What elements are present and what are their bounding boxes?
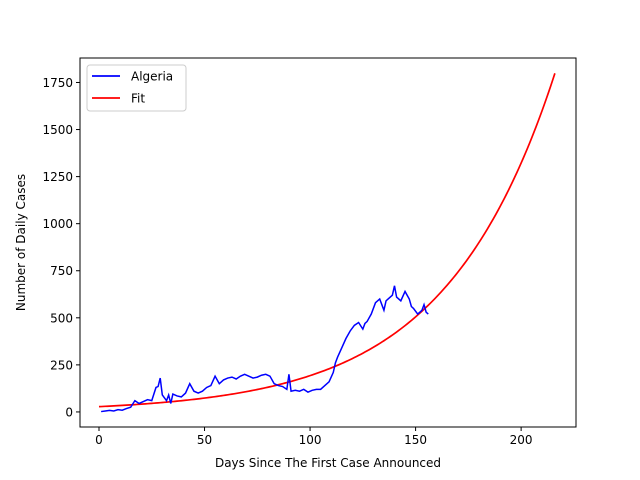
y-tick-label: 1250	[42, 170, 73, 184]
y-tick-label: 0	[65, 405, 73, 419]
algeria-line	[101, 285, 429, 413]
plot-area-frame	[79, 57, 577, 428]
y-tick-label: 1000	[42, 217, 73, 231]
x-axis-label: Days Since The First Case Announced	[215, 456, 441, 470]
fit-line	[98, 73, 556, 408]
y-axis: 0 250 500 750 1000 1250 1500 1750	[42, 76, 80, 419]
x-axis: 0 50 100 150 200	[95, 427, 533, 447]
y-tick-label: 500	[50, 311, 73, 325]
legend-label: Fit	[131, 92, 145, 106]
y-tick-label: 1500	[42, 123, 73, 137]
x-tick-label: 50	[197, 433, 212, 447]
x-tick-label: 0	[95, 433, 103, 447]
y-tick-label: 250	[50, 358, 73, 372]
y-tick-label: 750	[50, 264, 73, 278]
x-tick-label: 200	[510, 433, 533, 447]
x-tick-label: 100	[299, 433, 322, 447]
y-tick-label: 1750	[42, 76, 73, 90]
x-tick-label: 150	[404, 433, 427, 447]
algeria-series	[101, 285, 429, 413]
legend: Algeria Fit	[86, 64, 187, 112]
legend-label: Algeria	[131, 70, 173, 84]
y-axis-label: Number of Daily Cases	[14, 174, 28, 311]
fit-series	[98, 73, 556, 408]
